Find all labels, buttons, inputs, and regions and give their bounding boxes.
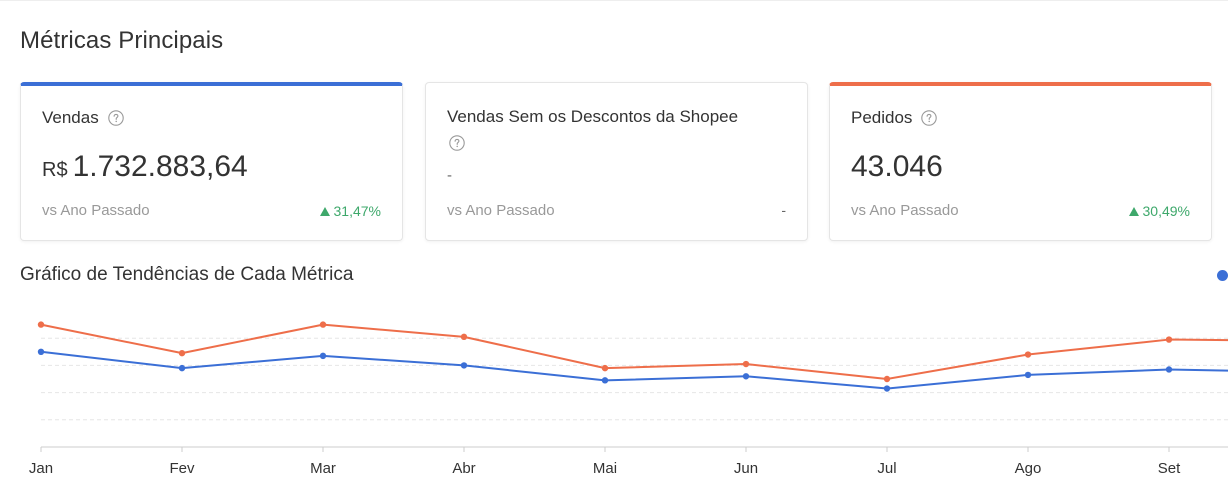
x-axis-tick-label: Fev: [169, 460, 195, 477]
metric-card-orders[interactable]: Pedidos 43.046 vs Ano Passado 30,49%: [829, 82, 1212, 241]
metric-value: -: [447, 167, 452, 184]
metric-card-title: Pedidos: [851, 108, 938, 128]
data-point: [1024, 351, 1032, 358]
data-point: [319, 321, 327, 328]
metric-card-title-text: Vendas: [42, 108, 99, 127]
series-line-0: [40, 323, 1228, 380]
x-axis-tick-label: Mar: [310, 460, 336, 477]
help-icon[interactable]: [107, 110, 124, 126]
metric-card-title-text: Pedidos: [851, 108, 913, 127]
data-point: [37, 348, 45, 355]
data-point: [742, 373, 750, 380]
help-icon[interactable]: [921, 110, 938, 126]
data-point: [319, 352, 327, 360]
compare-label: vs Ano Passado: [42, 202, 150, 219]
x-axis-tick-label: Jun: [734, 460, 758, 477]
x-axis-tick-label: Abr: [452, 460, 475, 477]
change-indicator: 30,49%: [1128, 203, 1190, 219]
series-line-1: [40, 350, 1228, 390]
x-axis-tick-label: Jan: [29, 460, 53, 477]
data-point: [883, 375, 891, 383]
metric-value-number: 1.732.883,64: [72, 150, 248, 183]
metric-card-sales[interactable]: Vendas R$ 1.732.883,64 vs Ano Passado 31…: [20, 82, 403, 241]
metric-card-title: Vendas Sem os Descontos da Shopee: [447, 105, 738, 153]
trend-up-icon: [1128, 206, 1139, 216]
metric-value: 43.046: [851, 150, 943, 184]
change-value: 31,47%: [333, 203, 381, 219]
data-point: [178, 364, 186, 372]
x-axis-tick-label: Jul: [877, 460, 896, 477]
help-icon[interactable]: [449, 134, 465, 151]
currency-symbol: R$: [42, 159, 68, 181]
x-axis-tick-label: Ago: [1015, 460, 1042, 477]
trend-up-icon: [319, 206, 330, 216]
data-point: [601, 364, 609, 372]
data-point: [1024, 371, 1032, 379]
section-title: Métricas Principais: [20, 27, 224, 54]
legend-dot[interactable]: [1217, 270, 1228, 281]
data-point: [883, 385, 891, 392]
metric-value: R$ 1.732.883,64: [42, 150, 248, 184]
data-point: [742, 360, 750, 368]
x-axis-tick-label: Mai: [593, 460, 617, 477]
x-axis-tick-label: Set: [1158, 460, 1181, 477]
metric-card-sales-without-discounts[interactable]: Vendas Sem os Descontos da Shopee - vs A…: [425, 82, 808, 241]
data-point: [1165, 366, 1173, 373]
compare-label: vs Ano Passado: [851, 202, 959, 219]
data-point: [460, 362, 468, 369]
data-point: [37, 321, 45, 328]
chart-title: Gráfico de Tendências de Cada Métrica: [20, 264, 354, 285]
metric-card-title-text: Vendas Sem os Descontos da Shopee: [447, 107, 739, 126]
data-point: [601, 377, 609, 384]
change-value: 30,49%: [1142, 203, 1190, 219]
change-value: -: [781, 202, 786, 218]
data-point: [178, 349, 186, 357]
metric-card-title: Vendas: [42, 108, 124, 128]
metric-value-number: 43.046: [851, 150, 943, 183]
change-indicator: 31,47%: [319, 203, 381, 219]
data-point: [460, 333, 468, 341]
data-point: [1165, 336, 1173, 343]
trend-chart: JanFevMarAbrMaiJunJulAgoSetOut: [29, 321, 1228, 477]
compare-label: vs Ano Passado: [447, 202, 555, 219]
